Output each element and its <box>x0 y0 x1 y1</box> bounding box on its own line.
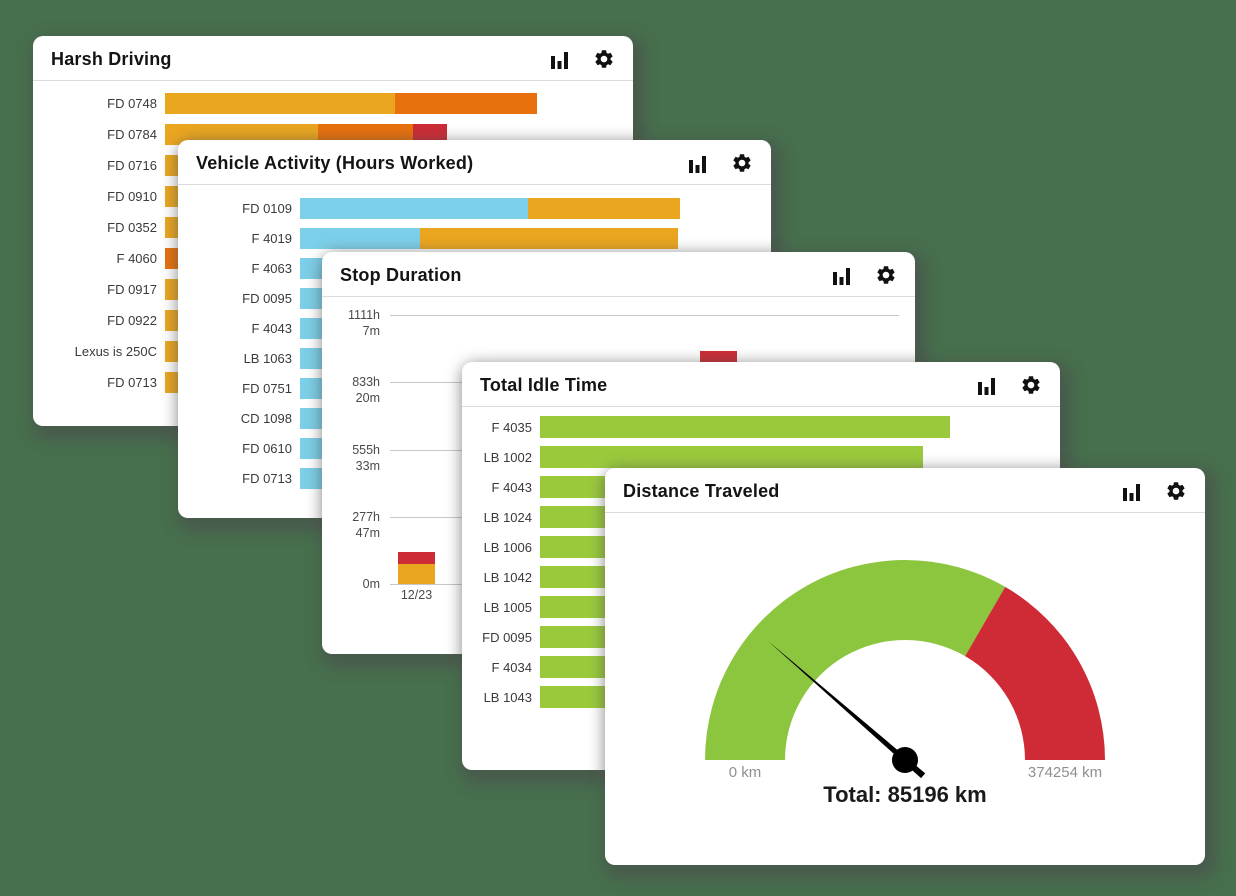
gear-icon[interactable] <box>875 264 897 286</box>
category-label: LB 1024 <box>483 509 532 525</box>
category-label: F 4063 <box>251 260 292 276</box>
category-label: LB 1042 <box>483 569 532 585</box>
chart-row: FD 0748 <box>49 88 617 119</box>
card-distance-traveled: Distance Traveled 0 km 374254 km Total: 85… <box>605 468 1205 865</box>
header-icons <box>1122 480 1187 502</box>
category-label: FD 0784 <box>107 127 157 142</box>
y-tick-label: 277h 47m <box>352 510 380 540</box>
gauge-total-label: Total: 85196 km <box>823 782 986 807</box>
bar-track <box>165 124 447 145</box>
distance-gauge: 0 km 374254 km Total: 85196 km <box>605 513 1205 865</box>
category-label: LB 1005 <box>483 599 532 615</box>
bar-chart-icon[interactable] <box>1122 482 1141 501</box>
card-title: Stop Duration <box>340 264 462 285</box>
bar-segment-green <box>540 446 923 468</box>
bar-segment-amber <box>398 563 435 584</box>
bar-segment-red <box>413 124 447 145</box>
bar-chart-icon[interactable] <box>550 50 569 69</box>
bar-chart-icon[interactable] <box>977 376 996 395</box>
chart-row: LB 1002 <box>478 442 1044 472</box>
gear-icon[interactable] <box>1020 374 1042 396</box>
category-label: F 4060 <box>116 251 157 266</box>
category-label: FD 0917 <box>107 282 157 297</box>
gauge-zone-gauge_red <box>965 586 1105 760</box>
bar-track <box>300 197 680 219</box>
category-label: F 4043 <box>251 320 292 336</box>
category-label: LB 1063 <box>243 350 292 366</box>
card-title: Vehicle Activity (Hours Worked) <box>196 152 474 173</box>
category-label: FD 0713 <box>107 375 157 390</box>
card-header: Distance Traveled <box>605 468 1205 513</box>
card-header: Total Idle Time <box>462 362 1060 407</box>
bar-segment-amber <box>165 124 318 145</box>
bar-segment-amber <box>165 93 395 114</box>
gauge-max-label: 374254 km <box>1028 764 1102 781</box>
chart-row: F 4019 <box>194 223 755 253</box>
y-tick-label: 833h 20m <box>352 375 380 405</box>
gauge-hub <box>892 747 918 773</box>
y-tick-label: 555h 33m <box>352 443 380 473</box>
category-label: LB 1043 <box>483 689 532 705</box>
bar-chart-icon[interactable] <box>688 154 707 173</box>
category-label: Lexus is 250C <box>74 344 157 359</box>
category-label: CD 1098 <box>240 410 292 426</box>
category-label: LB 1006 <box>483 539 532 555</box>
bar-segment-red <box>398 551 435 564</box>
category-label: FD 0352 <box>107 220 157 235</box>
header-icons <box>977 374 1042 396</box>
category-label: FD 0751 <box>242 380 292 396</box>
card-header: Harsh Driving <box>33 36 633 81</box>
category-label: FD 0922 <box>107 313 157 328</box>
category-label: F 4035 <box>491 419 532 435</box>
bar-segment-amber <box>420 227 678 249</box>
card-title: Total Idle Time <box>480 374 608 395</box>
category-label: LB 1002 <box>483 449 532 465</box>
category-label: FD 0713 <box>242 470 292 486</box>
bar-segment-orange <box>318 124 413 145</box>
bar-segment-amber <box>528 197 680 219</box>
bar-segment-blue <box>300 197 528 219</box>
bar-segment-green <box>540 416 950 438</box>
gear-icon[interactable] <box>731 152 753 174</box>
category-label: FD 0716 <box>107 158 157 173</box>
chart-row: F 4035 <box>478 412 1044 442</box>
header-icons <box>688 152 753 174</box>
category-label: FD 0109 <box>242 200 292 216</box>
chart-row: FD 0784 <box>49 119 617 150</box>
category-label: F 4019 <box>251 230 292 246</box>
category-label: FD 0610 <box>242 440 292 456</box>
bar-chart-icon[interactable] <box>832 266 851 285</box>
category-label: FD 0095 <box>482 629 532 645</box>
y-gridline <box>390 315 899 316</box>
bar-segment-orange <box>395 93 537 114</box>
gauge-zone-gauge_green <box>705 560 1006 760</box>
bar-track <box>300 227 678 249</box>
bar-track <box>165 93 537 114</box>
header-icons <box>832 264 897 286</box>
chart-row: FD 0109 <box>194 193 755 223</box>
gauge-svg: 0 km 374254 km Total: 85196 km <box>705 560 1105 807</box>
gear-icon[interactable] <box>1165 480 1187 502</box>
bar-track <box>540 416 950 438</box>
card-title: Harsh Driving <box>51 48 172 69</box>
card-title: Distance Traveled <box>623 480 780 501</box>
y-tick-label: 0m <box>362 577 380 591</box>
gauge-min-label: 0 km <box>729 764 762 781</box>
y-tick-label: 1111h 7m <box>348 308 380 338</box>
category-label: F 4043 <box>491 479 532 495</box>
category-label: FD 0910 <box>107 189 157 204</box>
x-tick-label: 12/23 <box>400 588 433 602</box>
bar-track <box>540 446 923 468</box>
category-label: F 4034 <box>491 659 532 675</box>
bar-segment-blue <box>300 227 420 249</box>
stacked-bar <box>398 551 435 584</box>
card-header: Vehicle Activity (Hours Worked) <box>178 140 771 185</box>
category-label: FD 0748 <box>107 96 157 111</box>
header-icons <box>550 48 615 70</box>
card-header: Stop Duration <box>322 252 915 297</box>
gauge-needle <box>767 640 926 779</box>
category-label: FD 0095 <box>242 290 292 306</box>
gear-icon[interactable] <box>593 48 615 70</box>
